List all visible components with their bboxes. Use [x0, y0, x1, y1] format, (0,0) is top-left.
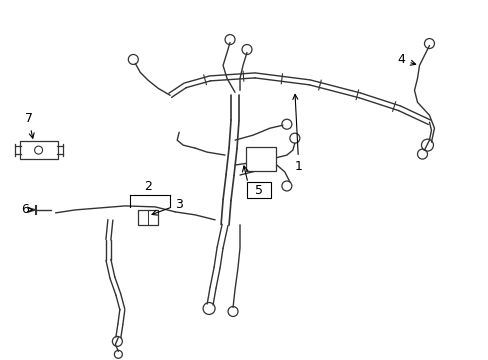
FancyBboxPatch shape — [20, 141, 58, 159]
Text: 1: 1 — [292, 94, 302, 173]
Text: 7: 7 — [24, 112, 34, 138]
Text: 4: 4 — [397, 53, 415, 67]
FancyBboxPatch shape — [245, 147, 275, 171]
FancyBboxPatch shape — [246, 182, 270, 198]
Text: 5: 5 — [254, 184, 263, 197]
Text: 2: 2 — [144, 180, 152, 193]
Text: 6: 6 — [20, 203, 32, 216]
Text: 3: 3 — [152, 198, 183, 215]
